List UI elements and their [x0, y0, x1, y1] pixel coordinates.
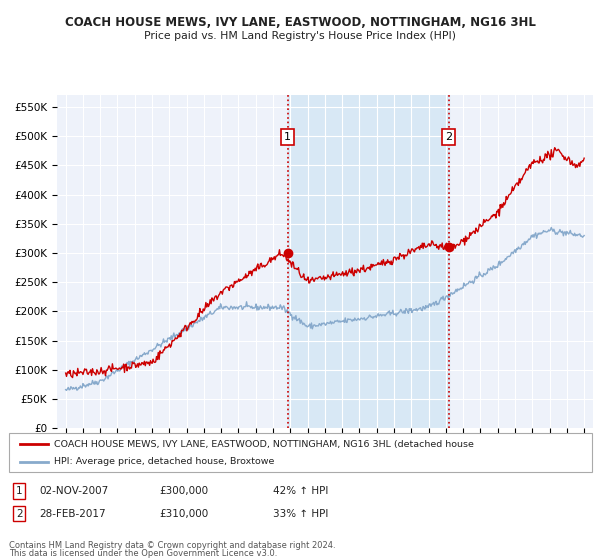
Text: 1: 1 [284, 132, 291, 142]
Text: Contains HM Land Registry data © Crown copyright and database right 2024.: Contains HM Land Registry data © Crown c… [9, 541, 335, 550]
Text: COACH HOUSE MEWS, IVY LANE, EASTWOOD, NOTTINGHAM, NG16 3HL: COACH HOUSE MEWS, IVY LANE, EASTWOOD, NO… [65, 16, 535, 29]
Text: 2: 2 [445, 132, 452, 142]
Text: 02-NOV-2007: 02-NOV-2007 [39, 486, 108, 496]
Text: 28-FEB-2017: 28-FEB-2017 [39, 508, 106, 519]
Text: £310,000: £310,000 [159, 508, 208, 519]
Text: 2: 2 [16, 508, 23, 519]
Text: COACH HOUSE MEWS, IVY LANE, EASTWOOD, NOTTINGHAM, NG16 3HL (detached house: COACH HOUSE MEWS, IVY LANE, EASTWOOD, NO… [54, 440, 474, 449]
Text: £300,000: £300,000 [159, 486, 208, 496]
Text: HPI: Average price, detached house, Broxtowe: HPI: Average price, detached house, Brox… [54, 457, 274, 466]
Text: 1: 1 [16, 486, 23, 496]
Bar [287, 95, 449, 428]
Text: Price paid vs. HM Land Registry's House Price Index (HPI): Price paid vs. HM Land Registry's House … [144, 31, 456, 41]
Text: 42% ↑ HPI: 42% ↑ HPI [273, 486, 328, 496]
Text: 33% ↑ HPI: 33% ↑ HPI [273, 508, 328, 519]
Text: This data is licensed under the Open Government Licence v3.0.: This data is licensed under the Open Gov… [9, 549, 277, 558]
